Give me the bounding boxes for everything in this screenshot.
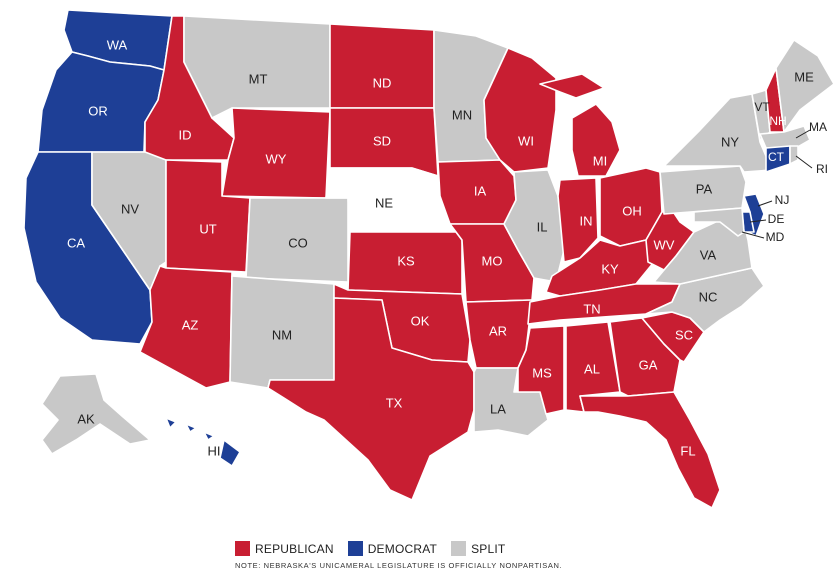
state-ri — [789, 145, 799, 165]
split-swatch — [451, 541, 467, 556]
label-wv: WV — [654, 237, 675, 252]
label-ne: NE — [375, 195, 393, 210]
state-md — [693, 207, 745, 237]
label-nh: NH — [769, 114, 786, 128]
label-il: IL — [537, 219, 548, 234]
leader-ma — [795, 129, 811, 139]
label-la: LA — [490, 401, 506, 416]
label-ny: NY — [721, 134, 739, 149]
state-ak — [41, 373, 151, 455]
label-nc: NC — [699, 289, 718, 304]
state-ms — [517, 325, 565, 415]
label-mi: MI — [593, 153, 607, 168]
us-map: WA OR CA NV ID MT WY UT CO AZ NM ND SD N… — [23, 9, 835, 509]
label-or: OR — [88, 103, 108, 118]
label-ok: OK — [411, 313, 430, 328]
label-ct: CT — [768, 150, 785, 164]
legend-label-democrat: DEMOCRAT — [367, 541, 438, 556]
label-wa: WA — [107, 37, 128, 52]
state-pa — [659, 165, 747, 215]
label-ca: CA — [67, 235, 85, 250]
label-ks: KS — [397, 253, 415, 268]
label-az: AZ — [182, 317, 199, 332]
label-va: VA — [700, 247, 717, 262]
legend-item-split: SPLIT — [451, 541, 505, 556]
label-mt: MT — [249, 71, 268, 86]
footnote: NOTE: NEBRASKA'S UNICAMERAL LEGISLATURE … — [235, 561, 563, 570]
leader-ri — [795, 155, 813, 169]
democrat-swatch — [347, 541, 363, 556]
label-wy: WY — [266, 151, 287, 166]
label-fl: FL — [680, 443, 695, 458]
state-nc — [645, 267, 765, 333]
state-il — [503, 169, 565, 283]
leader-nj — [757, 200, 773, 207]
state-mt — [183, 15, 331, 119]
label-ky: KY — [601, 261, 619, 276]
state-wi — [483, 47, 557, 173]
legend-label-republican: REPUBLICAN — [255, 541, 334, 556]
state-mi — [539, 73, 621, 177]
label-mn: MN — [452, 107, 472, 122]
label-wi: WI — [518, 133, 534, 148]
label-tn: TN — [583, 301, 600, 316]
label-ia: IA — [474, 183, 487, 198]
label-ut: UT — [199, 221, 216, 236]
label-md: MD — [766, 230, 785, 244]
label-nj: NJ — [775, 193, 790, 207]
label-mo: MO — [482, 253, 503, 268]
label-sc: SC — [675, 327, 693, 342]
label-tx: TX — [386, 395, 403, 410]
label-id: ID — [179, 127, 192, 142]
label-hi: HI — [208, 443, 221, 458]
legend-label-split: SPLIT — [471, 541, 506, 556]
label-in: IN — [580, 213, 593, 228]
label-oh: OH — [622, 203, 642, 218]
label-de: DE — [768, 212, 785, 226]
label-vt: VT — [754, 100, 770, 114]
leader-de — [749, 219, 767, 223]
label-pa: PA — [696, 181, 713, 196]
state-hi — [165, 417, 241, 467]
legend-item-republican: REPUBLICAN — [235, 541, 334, 556]
state-tx — [267, 297, 475, 501]
label-ms: MS — [532, 365, 552, 380]
label-nm: NM — [272, 327, 292, 342]
state-ks — [347, 231, 463, 295]
state-nd — [329, 23, 435, 109]
label-co: CO — [288, 235, 308, 250]
label-ga: GA — [639, 357, 658, 372]
leader-md — [741, 231, 765, 239]
label-me: ME — [794, 69, 814, 84]
label-ak: AK — [77, 411, 95, 426]
legend: REPUBLICAN DEMOCRAT SPLIT — [235, 541, 505, 556]
state-la — [473, 367, 549, 437]
label-al: AL — [584, 361, 600, 376]
label-nd: ND — [373, 75, 392, 90]
republican-swatch — [235, 541, 250, 556]
label-ri: RI — [816, 162, 828, 176]
label-ma: MA — [809, 120, 827, 134]
label-nv: NV — [121, 201, 139, 216]
state-fl — [579, 391, 721, 509]
label-sd: SD — [373, 133, 391, 148]
legend-item-democrat: DEMOCRAT — [347, 541, 438, 556]
state-va — [653, 219, 753, 285]
label-ar: AR — [489, 323, 507, 338]
